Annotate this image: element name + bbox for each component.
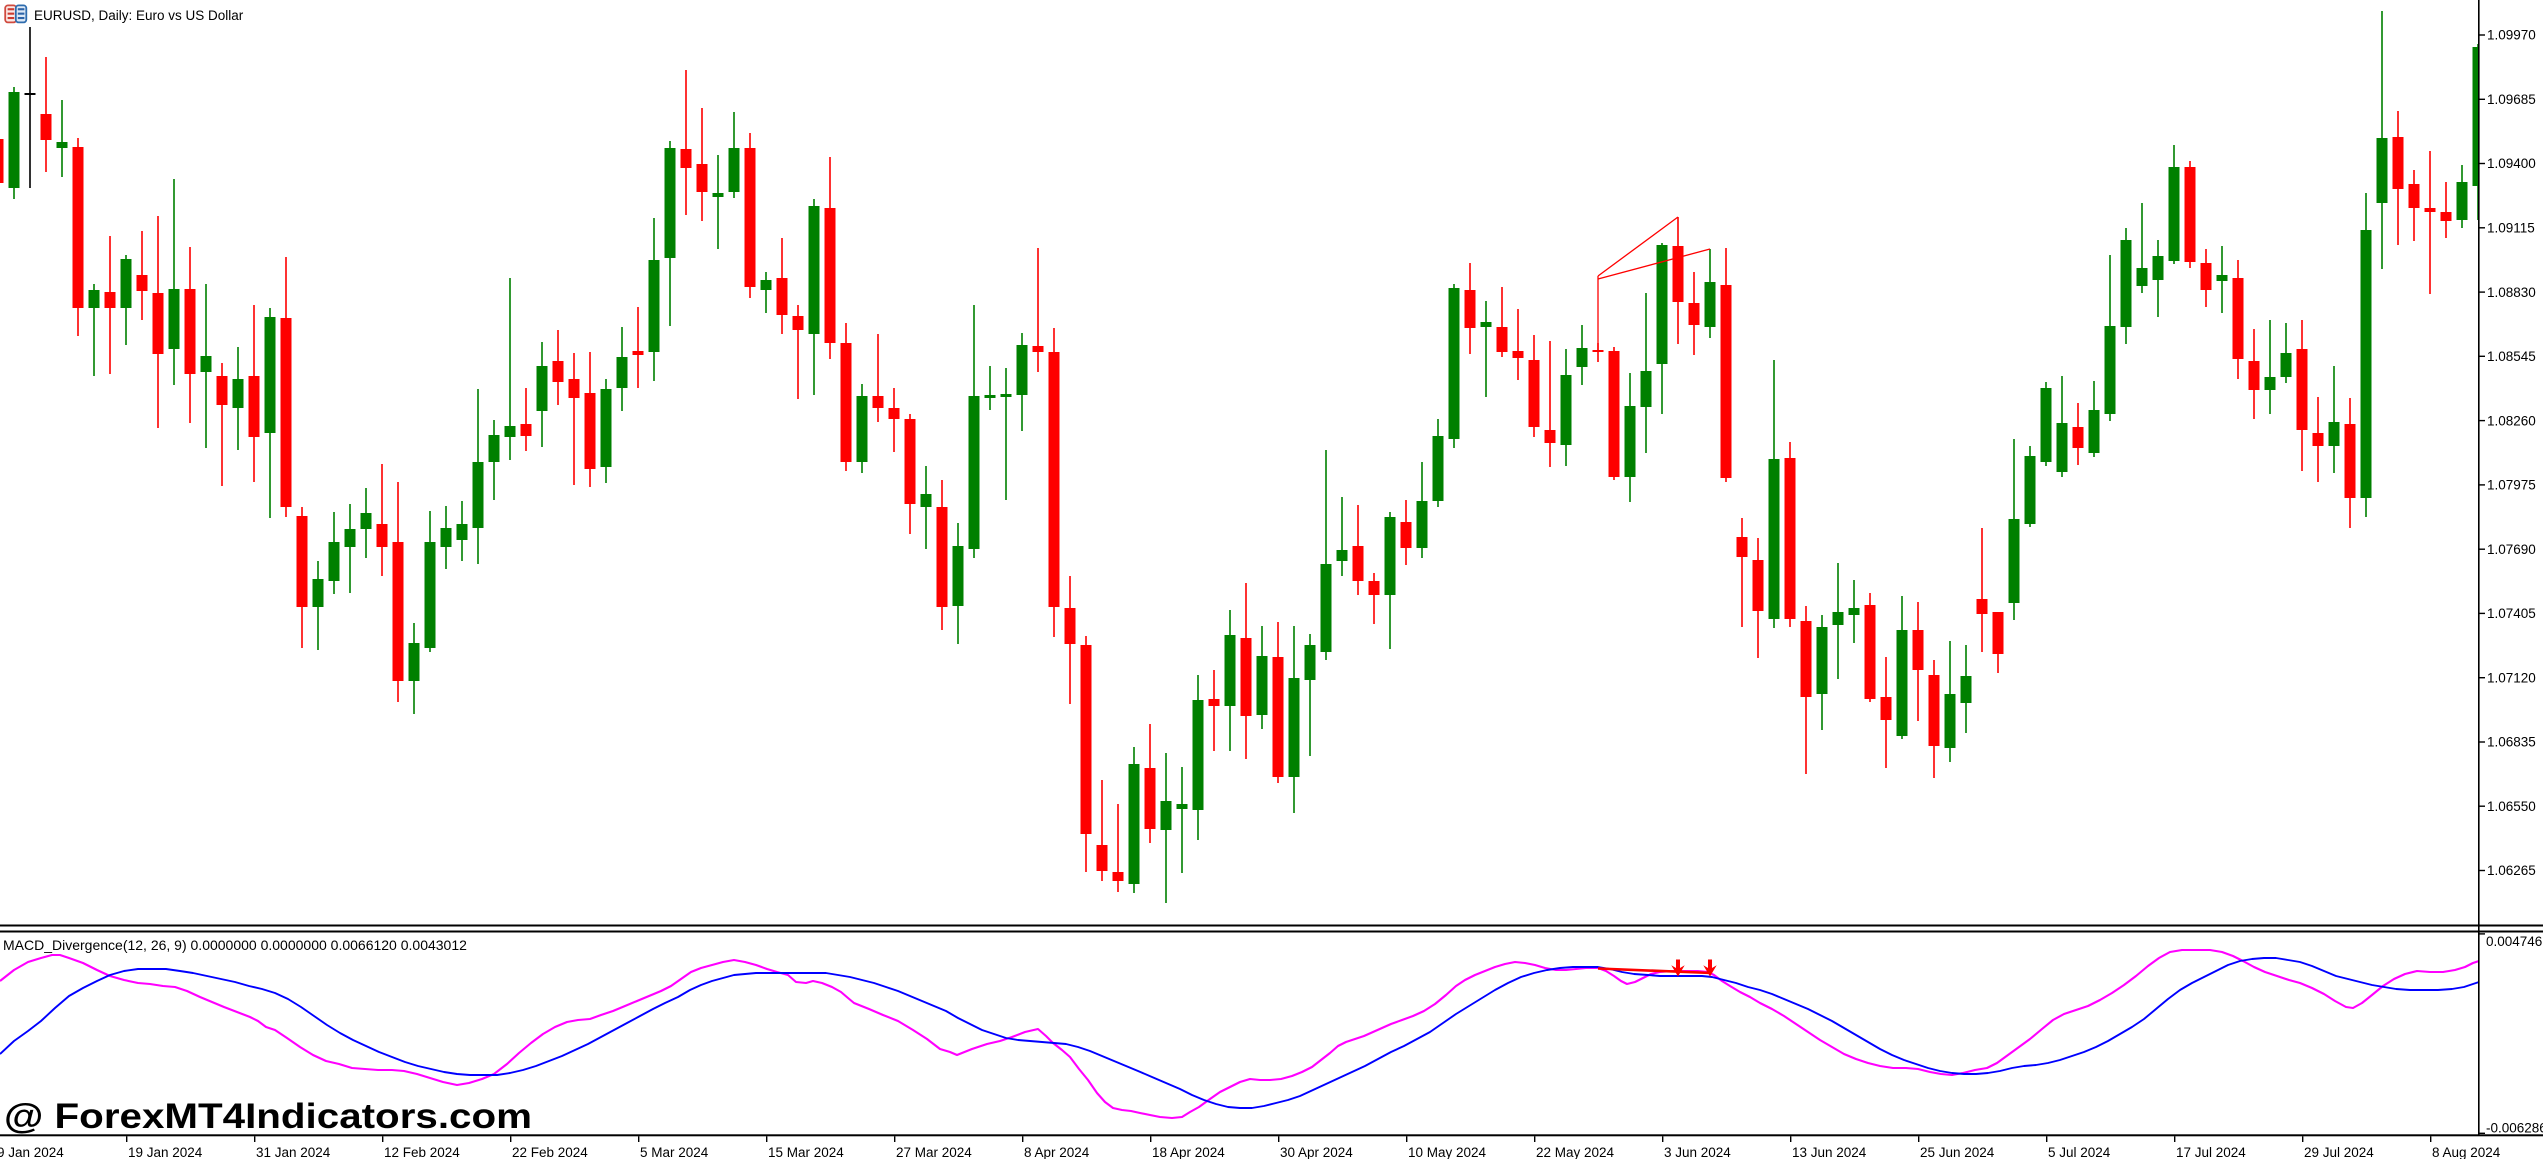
svg-text:1.06265: 1.06265 [2487, 863, 2536, 878]
svg-text:1.09115: 1.09115 [2487, 221, 2535, 236]
svg-text:22 May 2024: 22 May 2024 [1536, 1145, 1615, 1159]
svg-text:19 Jan 2024: 19 Jan 2024 [128, 1145, 203, 1159]
svg-text:1.06835: 1.06835 [2487, 735, 2536, 750]
svg-text:8 Aug 2024: 8 Aug 2024 [2432, 1145, 2501, 1159]
svg-text:1.09685: 1.09685 [2487, 92, 2536, 107]
svg-text:1.07120: 1.07120 [2487, 670, 2536, 685]
svg-text:-0.006286: -0.006286 [2486, 1121, 2543, 1136]
svg-text:1.08260: 1.08260 [2487, 413, 2536, 428]
svg-text:1.06550: 1.06550 [2487, 799, 2536, 814]
svg-text:31 Jan 2024: 31 Jan 2024 [256, 1145, 331, 1159]
svg-text:1.08545: 1.08545 [2487, 349, 2536, 364]
svg-text:18 Apr 2024: 18 Apr 2024 [1152, 1145, 1225, 1159]
svg-text:1.08830: 1.08830 [2487, 285, 2536, 300]
svg-text:15 Mar 2024: 15 Mar 2024 [768, 1145, 844, 1159]
svg-text:3 Jun 2024: 3 Jun 2024 [1664, 1145, 1731, 1159]
svg-text:22 Feb 2024: 22 Feb 2024 [512, 1145, 588, 1159]
svg-text:0.004746: 0.004746 [2486, 934, 2542, 949]
svg-text:9 Jan 2024: 9 Jan 2024 [0, 1145, 64, 1159]
svg-text:29 Jul 2024: 29 Jul 2024 [2304, 1145, 2374, 1159]
svg-text:MACD_Divergence(12, 26, 9) 0.0: MACD_Divergence(12, 26, 9) 0.0000000 0.0… [3, 937, 467, 953]
svg-text:1.07405: 1.07405 [2487, 606, 2536, 621]
svg-text:1.07690: 1.07690 [2487, 542, 2536, 557]
svg-text:5 Jul 2024: 5 Jul 2024 [2048, 1145, 2111, 1159]
svg-text:EURUSD, Daily: Euro vs US Dol: EURUSD, Daily: Euro vs US Dollar [34, 8, 244, 23]
svg-text:27 Mar 2024: 27 Mar 2024 [896, 1145, 972, 1159]
svg-text:13 Jun 2024: 13 Jun 2024 [1792, 1145, 1867, 1159]
svg-text:@ ForexMT4Indicators.com: @ ForexMT4Indicators.com [4, 1097, 532, 1136]
svg-text:10 May 2024: 10 May 2024 [1408, 1145, 1487, 1159]
svg-text:1.09400: 1.09400 [2487, 156, 2536, 171]
svg-text:17 Jul 2024: 17 Jul 2024 [2176, 1145, 2246, 1159]
svg-text:5 Mar 2024: 5 Mar 2024 [640, 1145, 709, 1159]
svg-text:30 Apr 2024: 30 Apr 2024 [1280, 1145, 1353, 1159]
svg-text:8 Apr 2024: 8 Apr 2024 [1024, 1145, 1090, 1159]
svg-text:25 Jun 2024: 25 Jun 2024 [1920, 1145, 1995, 1159]
svg-text:12 Feb 2024: 12 Feb 2024 [384, 1145, 460, 1159]
svg-text:1.07975: 1.07975 [2487, 478, 2536, 493]
svg-text:1.09970: 1.09970 [2487, 28, 2536, 43]
